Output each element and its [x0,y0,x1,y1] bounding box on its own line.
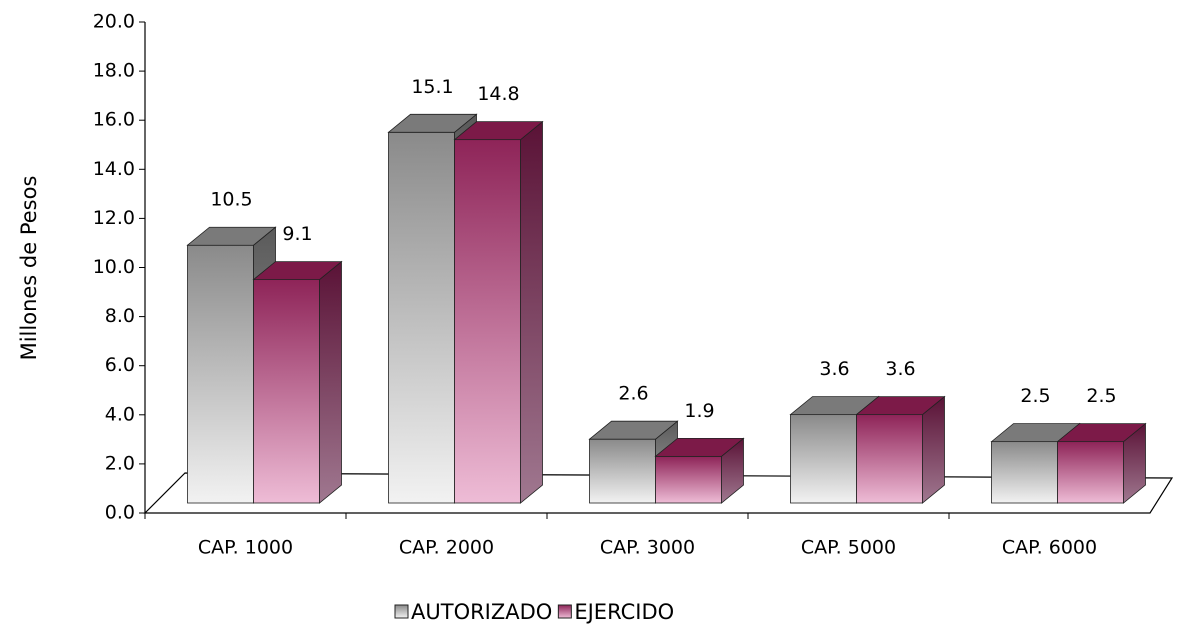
bar [588,420,679,504]
bar-top [588,420,679,440]
y-tick-label: 10.0 [93,256,135,278]
bar-side [319,260,342,504]
bar-top [387,113,478,133]
y-tick-label: 2.0 [105,452,135,474]
data-label: 2.5 [1020,385,1050,407]
bar-front [991,441,1058,504]
data-label: 14.8 [477,83,519,105]
bar-top [855,396,946,416]
legend-label: EJERCIDO [574,600,674,624]
bar-front [1057,441,1124,504]
bar-top [252,261,343,280]
floor [143,472,1174,514]
data-label: 3.6 [885,358,915,380]
data-label: 9.1 [282,223,312,245]
data-label: 10.5 [210,189,252,211]
bar-top [453,121,544,141]
y-tick-label: 0.0 [105,502,135,524]
x-tick-label: CAP. 1000 [198,537,293,559]
y-tick-label: 12.0 [93,207,135,229]
y-tick-label: 18.0 [93,60,135,82]
y-tick-label: 8.0 [105,305,135,327]
legend: AUTORIZADO EJERCIDO [394,600,674,624]
bar [1056,422,1147,504]
bar-top [654,437,745,457]
x-tick-label: CAP. 6000 [1002,537,1097,559]
bar-side [922,395,945,504]
y-tick-label: 14.0 [93,158,135,180]
bar-front [856,414,923,504]
bar-front [655,455,722,504]
bar-front [388,131,455,504]
bar-front [187,244,254,504]
bar-front [253,279,320,504]
bar [855,395,946,504]
y-tick-label: 16.0 [93,109,135,131]
y-tick-label: 6.0 [105,354,135,376]
legend-swatch [557,604,572,619]
data-label: 3.6 [819,358,849,380]
y-tick-label: 4.0 [105,403,135,425]
legend-label: AUTORIZADO [411,600,552,624]
legend-swatch [394,604,409,619]
y-axis-label: Millones de Pesos [17,176,41,361]
x-tick-label: CAP. 2000 [399,537,494,559]
data-label: 2.6 [618,383,648,405]
bar-front [454,139,521,504]
bar-side [520,120,543,504]
y-tick-label: 20.0 [93,11,135,33]
bar [654,437,745,504]
bar-top [186,226,277,246]
data-label: 1.9 [684,400,714,422]
x-tick-label: CAP. 5000 [801,537,896,559]
data-label: 2.5 [1086,385,1116,407]
x-tick-label: CAP. 3000 [600,537,695,559]
bar [453,120,544,504]
data-label: 15.1 [411,76,453,98]
bar [252,260,343,504]
bar-top [1056,423,1147,443]
bar-front [589,438,656,504]
bar-front [790,414,857,504]
